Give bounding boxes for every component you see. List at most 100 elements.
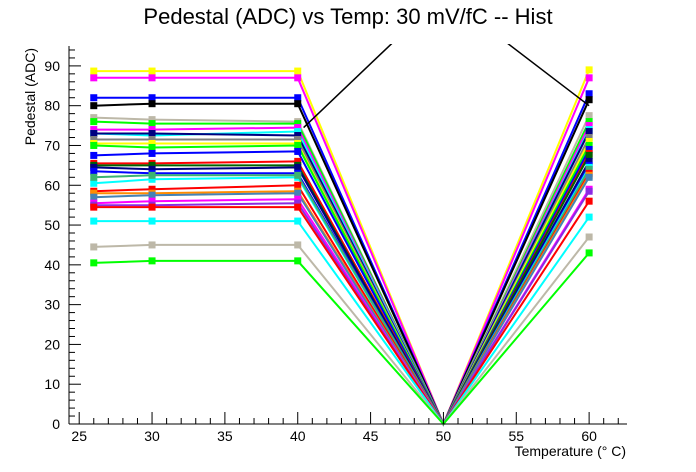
series-marker	[148, 185, 156, 193]
series-marker	[294, 241, 302, 249]
series-marker	[294, 136, 302, 144]
series-marker	[294, 257, 302, 265]
series-marker	[294, 217, 302, 225]
series-marker	[585, 197, 593, 205]
series-marker	[294, 128, 302, 136]
series-marker	[90, 243, 98, 251]
x-tick-label: 40	[290, 428, 306, 444]
series-marker	[90, 141, 98, 149]
series-marker	[148, 203, 156, 211]
series-marker	[585, 128, 593, 136]
series-marker	[90, 118, 98, 126]
y-axis-label: Pedestal (ADC)	[22, 48, 38, 145]
series-marker	[294, 157, 302, 165]
series-marker	[585, 134, 593, 142]
y-tick-label: 70	[44, 137, 60, 153]
series-marker	[294, 203, 302, 211]
series-marker	[148, 126, 156, 134]
series-marker	[90, 179, 98, 187]
series-marker	[294, 189, 302, 197]
series-marker	[90, 163, 98, 171]
x-tick-label: 35	[217, 428, 233, 444]
series-marker	[90, 74, 98, 82]
x-tick-label: 55	[508, 428, 524, 444]
series-marker	[148, 116, 156, 124]
series-marker	[90, 193, 98, 201]
series-marker	[148, 100, 156, 108]
series-marker	[148, 165, 156, 173]
series-marker	[585, 122, 593, 130]
x-tick-label: 30	[144, 428, 160, 444]
series-marker	[294, 100, 302, 108]
series-marker	[585, 90, 593, 98]
series-marker	[585, 165, 593, 173]
series-marker	[148, 139, 156, 147]
series-marker	[585, 137, 593, 145]
x-tick-label: 50	[436, 428, 452, 444]
y-tick-label: 30	[44, 297, 60, 313]
series-marker	[585, 96, 593, 104]
series-marker	[90, 114, 98, 122]
y-tick-label: 60	[44, 177, 60, 193]
series-marker	[294, 163, 302, 171]
series-marker	[148, 161, 156, 169]
x-tick-label: 60	[581, 428, 597, 444]
series-marker	[148, 136, 156, 144]
series-marker	[90, 102, 98, 110]
series-marker	[148, 175, 156, 183]
series-marker	[294, 171, 302, 179]
series-marker	[90, 94, 98, 102]
chart-title-text: Pedestal (ADC) vs Temp: 30 mV/fC -- Hist	[143, 4, 552, 29]
series-marker	[585, 213, 593, 221]
y-tick-label: 80	[44, 98, 60, 114]
axes: 25 30 35 40 45 50 55 60 0 10 20 30 40 50 60 70 80 90	[44, 46, 627, 444]
series-marker	[90, 189, 98, 197]
y-tick-label: 10	[44, 376, 60, 392]
series-marker	[585, 112, 593, 120]
series-marker	[90, 136, 98, 144]
series-marker	[585, 187, 593, 195]
series-marker	[148, 197, 156, 205]
series-marker	[585, 118, 593, 126]
series-marker	[585, 173, 593, 181]
overlay-line-1	[303, 0, 590, 129]
y-tick-label: 0	[52, 416, 60, 432]
series-marker	[294, 141, 302, 149]
x-tick-label: 25	[71, 428, 87, 444]
series-marker	[90, 130, 98, 138]
series-marker	[585, 249, 593, 257]
series-marker	[148, 217, 156, 225]
series-marker	[148, 149, 156, 157]
series-marker	[585, 157, 593, 165]
series-marker	[294, 120, 302, 128]
series-marker	[585, 66, 593, 74]
series-marker	[294, 199, 302, 207]
series-marker	[148, 94, 156, 102]
series-marker	[90, 67, 98, 75]
series-marker	[294, 124, 302, 132]
series-marker	[585, 141, 593, 149]
plot-content	[90, 0, 593, 427]
series-marker	[90, 203, 98, 211]
series-marker	[294, 147, 302, 155]
x-tick-label: 45	[363, 428, 379, 444]
series-marker	[90, 259, 98, 267]
series-marker	[90, 167, 98, 175]
series-marker	[585, 233, 593, 241]
y-tick-label: 90	[44, 58, 60, 74]
series-marker	[294, 74, 302, 82]
series-marker	[585, 151, 593, 159]
series-marker	[294, 67, 302, 75]
series-marker	[585, 145, 593, 153]
series-marker	[294, 181, 302, 189]
x-axis-label: Temperature (° C)	[515, 443, 626, 459]
series-marker	[585, 74, 593, 82]
series-marker	[148, 67, 156, 75]
series-marker	[148, 171, 156, 179]
series-marker	[148, 241, 156, 249]
series-marker	[294, 195, 302, 203]
series-marker	[90, 173, 98, 181]
series-marker	[294, 94, 302, 102]
title-mask	[0, 0, 696, 44]
